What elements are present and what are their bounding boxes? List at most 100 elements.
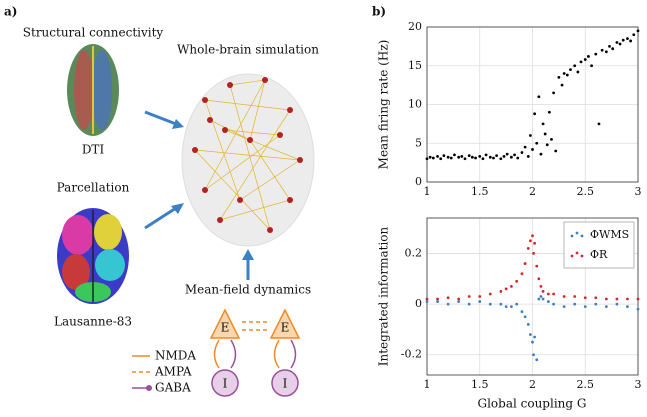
- point: [499, 302, 503, 306]
- point: [541, 297, 545, 301]
- point: [516, 156, 520, 160]
- point: [436, 300, 439, 303]
- point: [526, 155, 530, 158]
- point: [436, 297, 439, 301]
- point: [431, 156, 435, 160]
- point: [425, 300, 429, 303]
- point: [565, 73, 569, 77]
- point: [636, 297, 640, 301]
- point: [499, 157, 503, 161]
- point: [626, 297, 629, 301]
- point: [573, 64, 577, 68]
- point: [560, 83, 564, 87]
- point: [546, 292, 550, 296]
- point: [554, 149, 558, 153]
- point: [615, 41, 619, 44]
- point: [526, 246, 530, 250]
- point: [533, 112, 537, 116]
- point: [515, 302, 519, 306]
- point: [457, 297, 461, 301]
- point: [532, 353, 535, 357]
- point: [436, 155, 439, 158]
- legend-marker: [570, 234, 574, 238]
- caption: Parcellation: [57, 181, 130, 195]
- circuit-legend: NMDA AMPA GABA: [132, 349, 196, 395]
- legend-label: GABA: [155, 381, 191, 395]
- network: [181, 73, 315, 247]
- point: [569, 68, 572, 72]
- node-label: E: [281, 321, 290, 335]
- x-tick-label: 2.5: [577, 378, 595, 391]
- point: [523, 262, 527, 265]
- point: [532, 252, 535, 255]
- point: [481, 157, 485, 161]
- y-axis-label: Mean firing rate (Hz): [377, 40, 391, 170]
- point: [513, 153, 516, 157]
- point: [515, 279, 519, 283]
- y-tick-label: 0: [415, 175, 422, 188]
- point: [539, 295, 543, 298]
- legend-label: NMDA: [155, 349, 196, 363]
- point: [467, 295, 471, 298]
- panel-label: b): [372, 5, 386, 19]
- point: [499, 290, 503, 293]
- point: [528, 333, 532, 336]
- point: [552, 292, 555, 296]
- point: [478, 295, 482, 298]
- point: [604, 305, 608, 309]
- point: [562, 72, 566, 75]
- point: [583, 305, 587, 309]
- point: [533, 241, 537, 245]
- point: [453, 153, 456, 157]
- y-tick-label: 10: [408, 98, 422, 111]
- point: [615, 302, 619, 306]
- y-tick-label: 0.2: [405, 246, 423, 259]
- point: [474, 156, 477, 160]
- point: [541, 290, 545, 293]
- point: [550, 137, 553, 141]
- legend-label: ΦWMS: [590, 228, 629, 241]
- plot-frame: [426, 26, 639, 183]
- y-tick-label: 5: [415, 136, 422, 149]
- point: [478, 155, 482, 158]
- point: [552, 302, 555, 306]
- point: [608, 44, 611, 48]
- point: [520, 272, 524, 276]
- point: [484, 153, 488, 157]
- point: [597, 122, 601, 126]
- point: [629, 39, 633, 43]
- point: [587, 55, 590, 58]
- y-tick-label: -0.2: [401, 348, 422, 361]
- caption: Structural connectivity: [23, 26, 164, 40]
- point: [510, 155, 513, 159]
- point: [545, 143, 549, 147]
- point: [460, 155, 464, 158]
- point: [546, 300, 550, 303]
- point: [535, 141, 539, 145]
- point: [618, 42, 622, 46]
- point: [502, 155, 506, 158]
- point: [488, 302, 492, 306]
- point: [583, 58, 587, 61]
- point: [537, 95, 541, 99]
- point: [505, 152, 509, 156]
- point: [579, 60, 583, 64]
- point: [449, 156, 453, 160]
- point: [467, 302, 471, 306]
- point: [626, 37, 629, 41]
- point: [537, 297, 541, 301]
- point: [533, 335, 537, 339]
- point: [537, 277, 541, 281]
- point: [520, 151, 524, 154]
- node-label: I: [223, 377, 228, 391]
- point: [446, 155, 450, 159]
- point: [583, 296, 587, 300]
- point: [510, 284, 513, 288]
- point: [470, 155, 474, 159]
- legend-marker: [575, 231, 579, 235]
- point: [573, 295, 577, 298]
- x-tick-label: 1.5: [471, 185, 489, 198]
- point: [535, 358, 539, 362]
- legend-label: ΦR: [590, 248, 608, 261]
- point: [562, 295, 566, 298]
